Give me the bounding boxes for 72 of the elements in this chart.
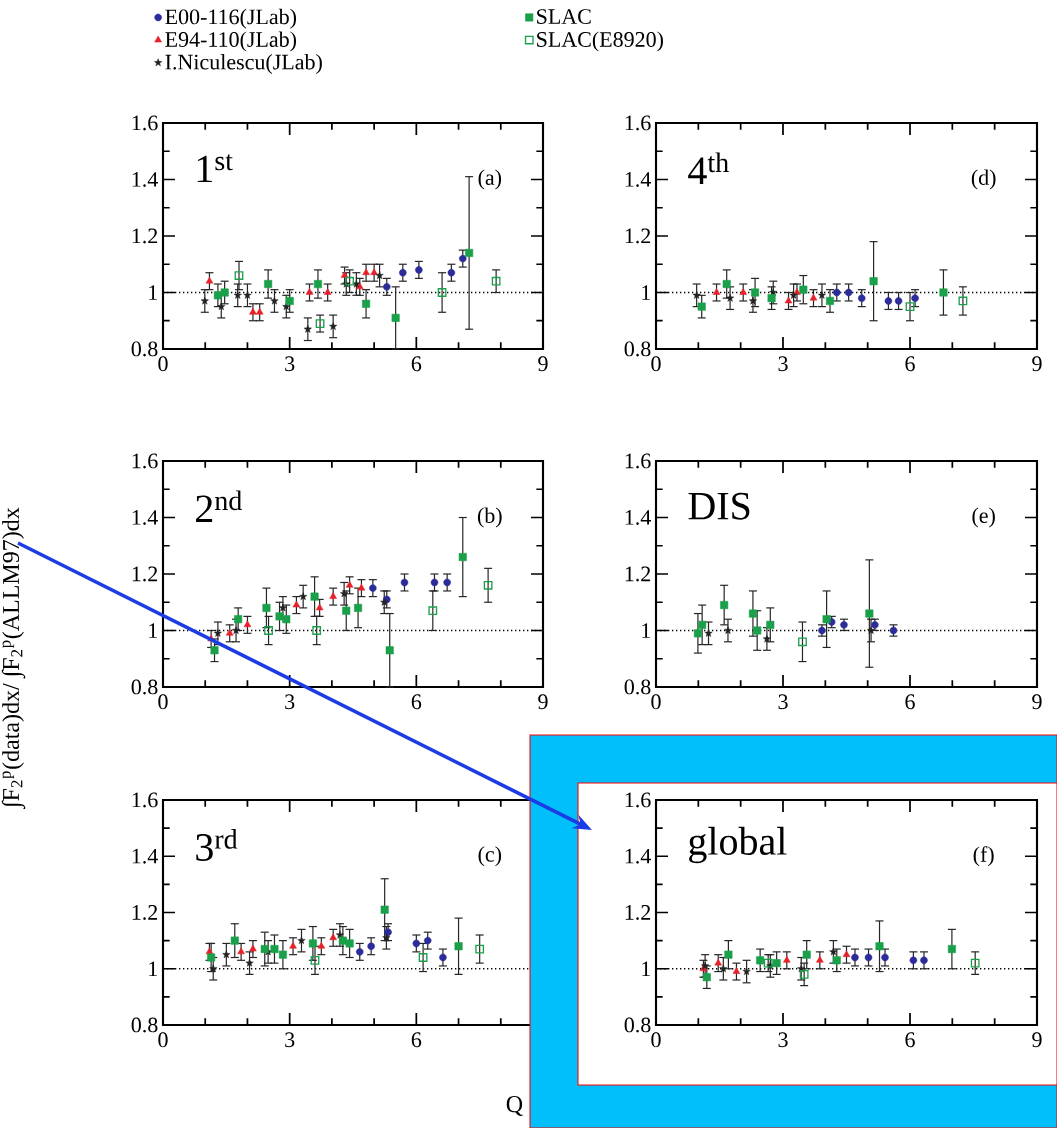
x-tick-label: 0 xyxy=(158,1032,168,1048)
y-tick-label: 1.4 xyxy=(132,510,158,525)
y-tick-label: 1.4 xyxy=(625,848,651,864)
x-axis-title: Q xyxy=(506,1096,523,1116)
y-tick-label: 1.2 xyxy=(625,905,651,920)
x-tick-label: 3 xyxy=(285,1032,295,1048)
annotation: 4$^{th}$ xyxy=(688,152,729,184)
x-tick-label: 3 xyxy=(778,1032,788,1048)
y-tick-label: 1 xyxy=(149,285,157,300)
x-tick-label: 9 xyxy=(538,694,548,710)
y-tick-label: 1.6 xyxy=(132,115,158,131)
x-tick-label: 3 xyxy=(285,356,295,372)
y-tick-label: 1 xyxy=(149,961,157,977)
annotation: (f) xyxy=(973,846,994,867)
y-tick-label: 1.6 xyxy=(132,453,158,469)
y-tick-label: 1.4 xyxy=(625,510,651,525)
annotation: 1$^{st}$ xyxy=(197,154,233,183)
legend-label: E00-116(JLab) xyxy=(165,8,297,29)
x-tick-label: 3 xyxy=(778,356,788,372)
y-tick-label: 1.6 xyxy=(625,115,651,131)
legend-label: SLAC(E8920) xyxy=(537,31,663,52)
x-tick-label: 6 xyxy=(905,694,915,710)
y-tick-label: 1 xyxy=(642,961,650,977)
y-axis-title: ∫F$_{2}$$^{p}$(data)dx/ ∫F$_{2}$$^{p}$(ALLM97)dx xyxy=(1,507,26,810)
y-tick-label: 1.4 xyxy=(132,172,158,187)
y-tick-label: 1 xyxy=(642,623,650,638)
y-tick-label: 1.4 xyxy=(132,848,158,864)
y-tick-label: 1.6 xyxy=(625,792,651,808)
annotation: (b) xyxy=(477,507,502,528)
x-tick-label: 6 xyxy=(411,356,422,372)
y-tick-label: 0.8 xyxy=(624,679,651,695)
y-tick-label: 1.6 xyxy=(625,453,651,469)
annotation: (c) xyxy=(478,846,502,867)
y-tick-label: 0.8 xyxy=(624,341,651,357)
annotation: global xyxy=(689,826,787,864)
x-tick-label: 6 xyxy=(411,694,422,710)
y-tick-label: 1.2 xyxy=(132,228,158,244)
y-tick-label: 1.4 xyxy=(625,172,651,187)
y-tick-label: 1.6 xyxy=(132,792,158,808)
x-tick-label: 9 xyxy=(1032,1032,1042,1048)
annotation: (d) xyxy=(971,169,996,190)
x-tick-label: 0 xyxy=(158,356,168,372)
x-tick-label: 3 xyxy=(778,694,788,710)
x-tick-label: 0 xyxy=(158,694,168,710)
annotation: 2$^{nd}$ xyxy=(196,490,242,522)
x-tick-label: 3 xyxy=(285,694,295,710)
y-tick-label: 0.8 xyxy=(131,341,158,357)
x-tick-label: 0 xyxy=(651,1032,661,1048)
annotation: DIS xyxy=(688,492,750,520)
x-tick-label: 9 xyxy=(1032,356,1042,372)
y-tick-label: 0.8 xyxy=(131,1017,158,1033)
y-tick-label: 1.2 xyxy=(625,228,651,244)
y-tick-label: 1 xyxy=(642,285,650,300)
x-tick-label: 6 xyxy=(905,356,915,372)
annotation: (e) xyxy=(972,507,995,528)
legend-label: SLAC xyxy=(537,9,591,24)
y-tick-label: 1.2 xyxy=(625,566,651,582)
x-tick-label: 0 xyxy=(651,694,661,710)
x-tick-label: 6 xyxy=(905,1032,915,1048)
annotation: 3$^{rd}$ xyxy=(196,829,238,861)
y-tick-label: 1.2 xyxy=(132,905,158,920)
x-tick-label: 0 xyxy=(651,356,661,372)
legend-label: I.Niculescu(JLab) xyxy=(165,54,322,74)
y-tick-label: 0.8 xyxy=(624,1017,651,1033)
y-tick-label: 0.8 xyxy=(131,679,158,695)
y-tick-label: 1.2 xyxy=(132,566,158,582)
x-tick-label: 9 xyxy=(538,356,548,372)
x-tick-label: 6 xyxy=(411,1032,422,1048)
y-tick-label: 1 xyxy=(149,623,157,638)
annotation: (a) xyxy=(478,169,502,190)
legend-label: E94-110(JLab) xyxy=(165,31,297,52)
x-tick-label: 9 xyxy=(1032,694,1042,710)
